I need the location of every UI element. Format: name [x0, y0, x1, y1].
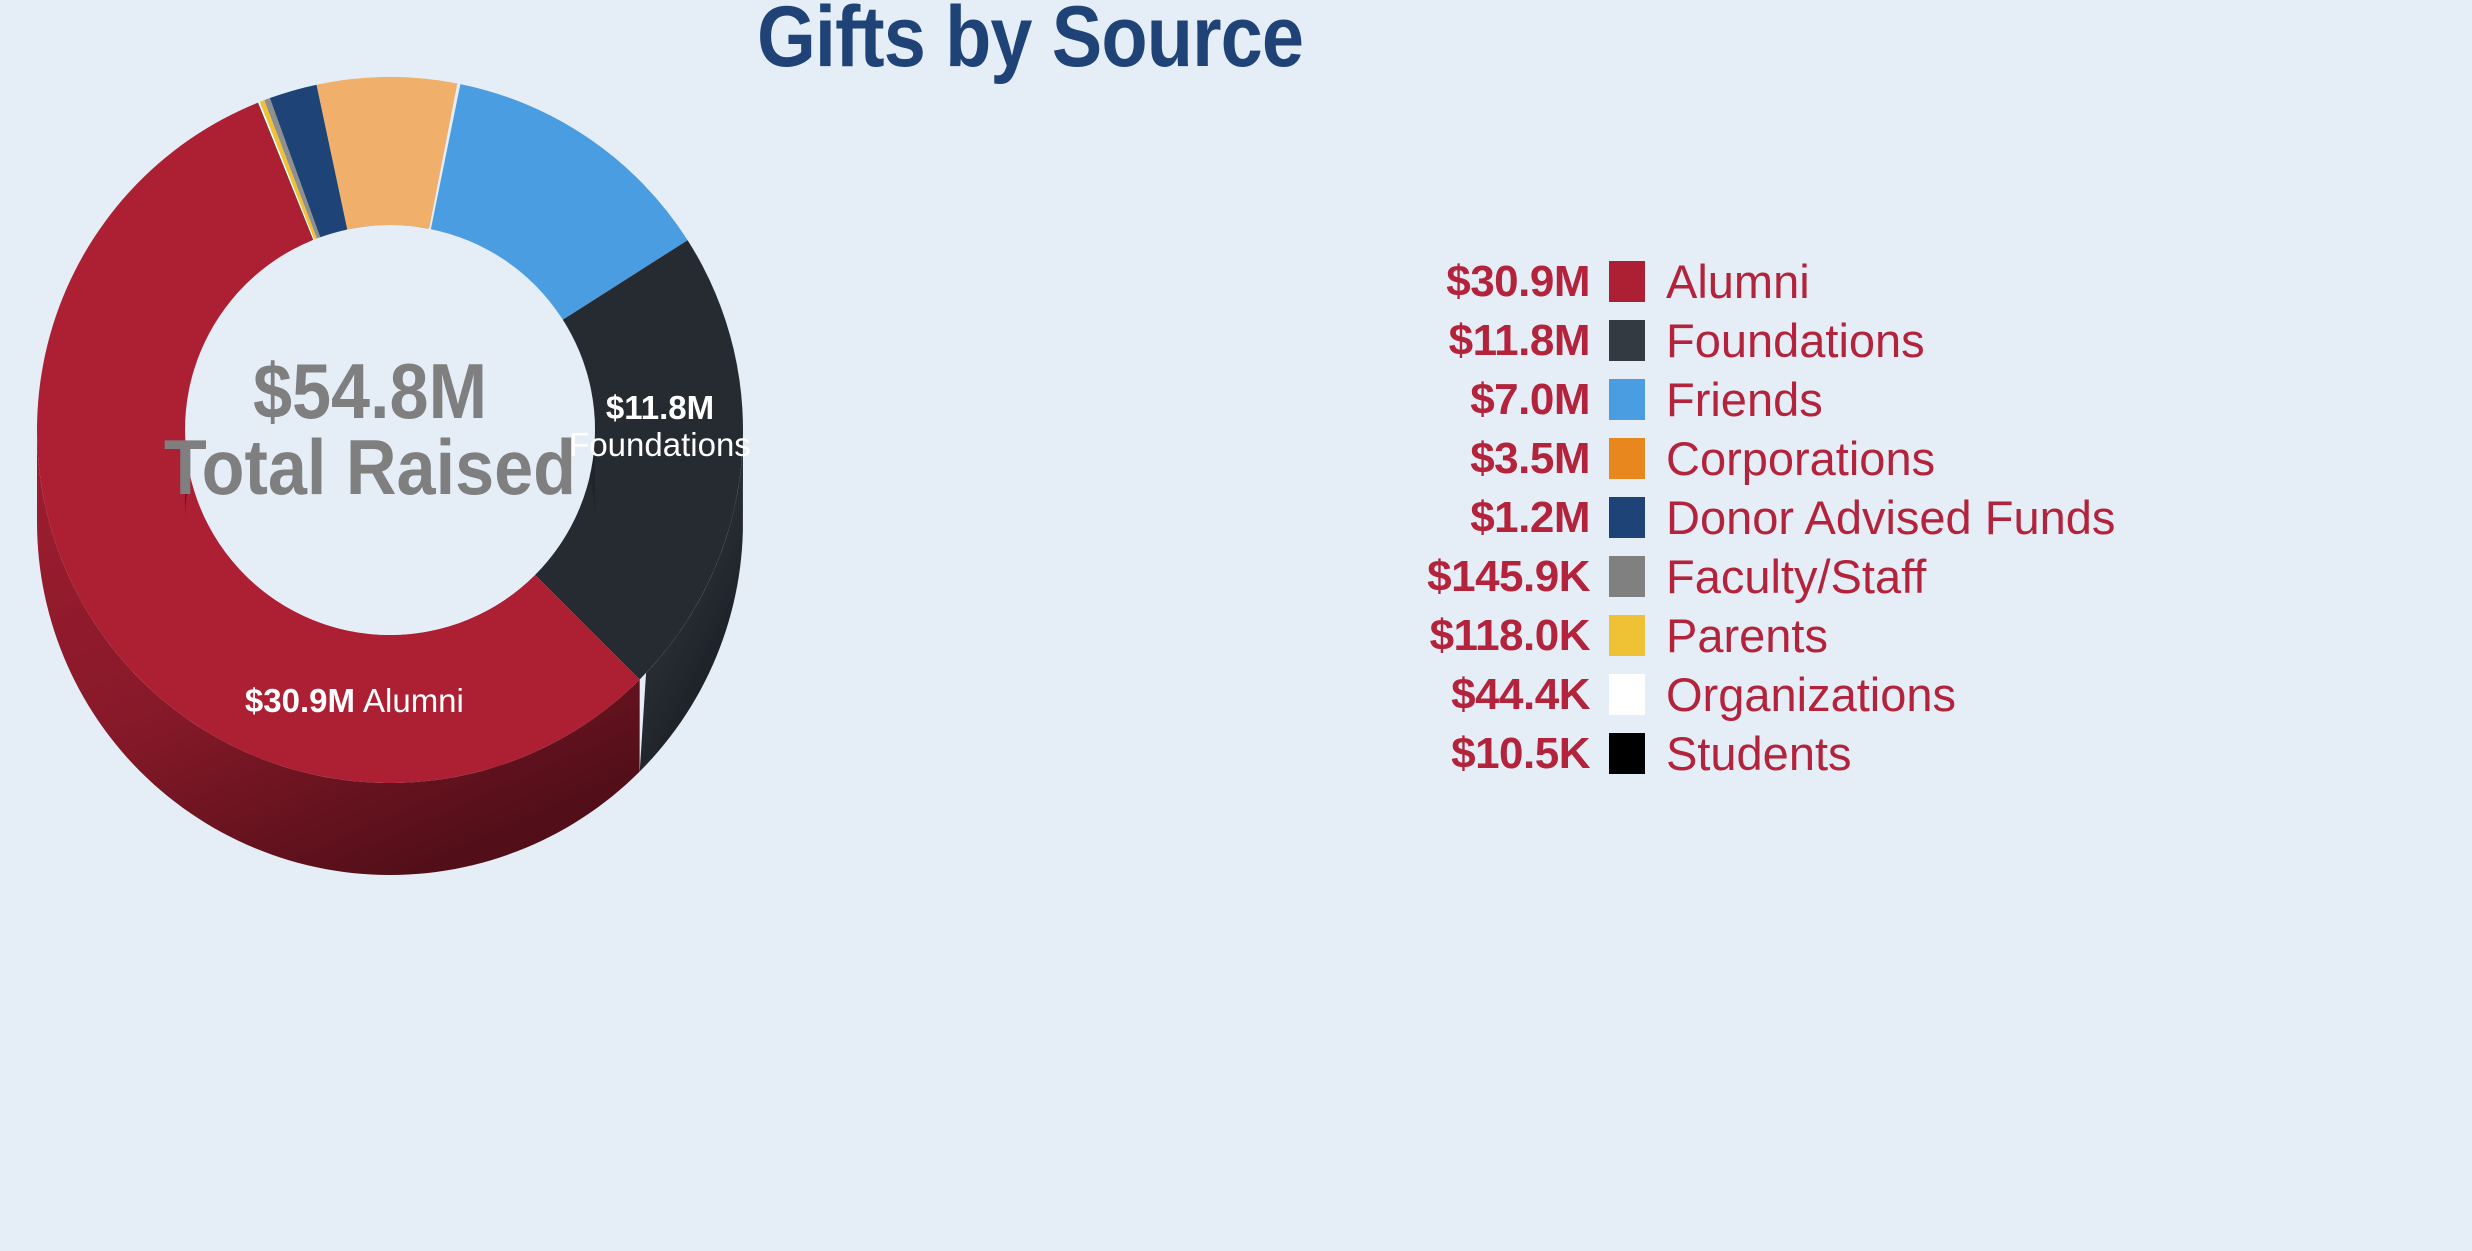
- slice-students[interactable]: [257, 102, 314, 240]
- legend-label: Students: [1666, 727, 1852, 780]
- legend-swatch-students: [1609, 733, 1645, 774]
- legend-amount: $3.5M: [1470, 433, 1590, 483]
- legend-label: Foundations: [1666, 314, 1925, 367]
- donut-hole: [185, 225, 595, 635]
- slice-corporations[interactable]: [316, 76, 458, 230]
- legend-label: Friends: [1666, 373, 1823, 426]
- legend-swatch-friends: [1609, 379, 1645, 420]
- donut-center-caption: Total Raised: [164, 424, 576, 511]
- outer-wall-foundations[interactable]: [639, 430, 743, 772]
- donut-chart-svg: $54.8M Total Raised $11.8M Foundations $…: [37, 76, 751, 875]
- donut-center-total: $54.8M: [253, 348, 487, 435]
- legend-label: Parents: [1666, 609, 1828, 662]
- legend-amount: $118.0K: [1429, 610, 1591, 660]
- legend-swatch-alumni: [1609, 261, 1645, 302]
- legend-label: Faculty/Staff: [1666, 550, 1927, 603]
- legend-amount: $11.8M: [1448, 315, 1591, 365]
- legend-row[interactable]: $30.9M Alumni: [1290, 252, 2390, 311]
- legend-swatch-parents: [1609, 615, 1645, 656]
- slice-label-foundations-name: Foundations: [569, 426, 751, 463]
- legend-swatch-donor-advised-funds: [1609, 497, 1645, 538]
- legend-amount: $30.9M: [1446, 256, 1590, 306]
- legend-swatch-organizations: [1609, 674, 1645, 715]
- slice-parents[interactable]: [259, 100, 317, 240]
- legend-amount: $145.9K: [1427, 551, 1590, 601]
- legend-amount: $1.2M: [1470, 492, 1590, 542]
- legend: $30.9M Alumni $11.8M Foundations $7.0M F…: [1290, 252, 2390, 783]
- legend-swatch-foundations: [1609, 320, 1645, 361]
- legend-row[interactable]: $118.0K Parents: [1290, 606, 2390, 665]
- legend-swatch-corporations: [1609, 438, 1645, 479]
- legend-amount: $44.4K: [1451, 669, 1590, 719]
- legend-row[interactable]: $10.5K Students: [1290, 724, 2390, 783]
- legend-row[interactable]: $1.2M Donor Advised Funds: [1290, 488, 2390, 547]
- legend-label: Organizations: [1666, 668, 1956, 721]
- slice-label-alumni-name: Alumni: [363, 682, 464, 719]
- slice-foundations[interactable]: [535, 240, 743, 680]
- slice-faculty-staff[interactable]: [264, 98, 321, 239]
- legend-label: Alumni: [1666, 255, 1810, 308]
- donut-top-faces: [37, 76, 743, 783]
- slice-alumni[interactable]: [37, 102, 640, 783]
- slice-label-foundations-amount: $11.8M: [606, 389, 714, 426]
- donut-chart: $54.8M Total Raised $11.8M Foundations $…: [37, 76, 751, 875]
- slice-donor-advised-funds[interactable]: [269, 84, 348, 238]
- legend-row[interactable]: $7.0M Friends: [1290, 370, 2390, 429]
- legend-row[interactable]: $145.9K Faculty/Staff: [1290, 547, 2390, 606]
- slice-friends[interactable]: [430, 84, 688, 320]
- legend-swatch-faculty-staff: [1609, 556, 1645, 597]
- legend-label: Donor Advised Funds: [1666, 491, 2116, 544]
- donut-outer-walls: [37, 430, 743, 875]
- legend-label: Corporations: [1666, 432, 1936, 485]
- legend-row[interactable]: $44.4K Organizations: [1290, 665, 2390, 724]
- page-title: Gifts by Source: [756, 0, 1304, 85]
- slice-label-alumni-amount: $30.9M: [245, 682, 355, 719]
- legend-row[interactable]: $3.5M Corporations: [1290, 429, 2390, 488]
- legend-amount: $7.0M: [1470, 374, 1590, 424]
- legend-amount: $10.5K: [1451, 728, 1590, 778]
- slice-organizations[interactable]: [258, 101, 315, 240]
- legend-row[interactable]: $11.8M Foundations: [1290, 311, 2390, 370]
- outer-wall-alumni[interactable]: [37, 430, 640, 875]
